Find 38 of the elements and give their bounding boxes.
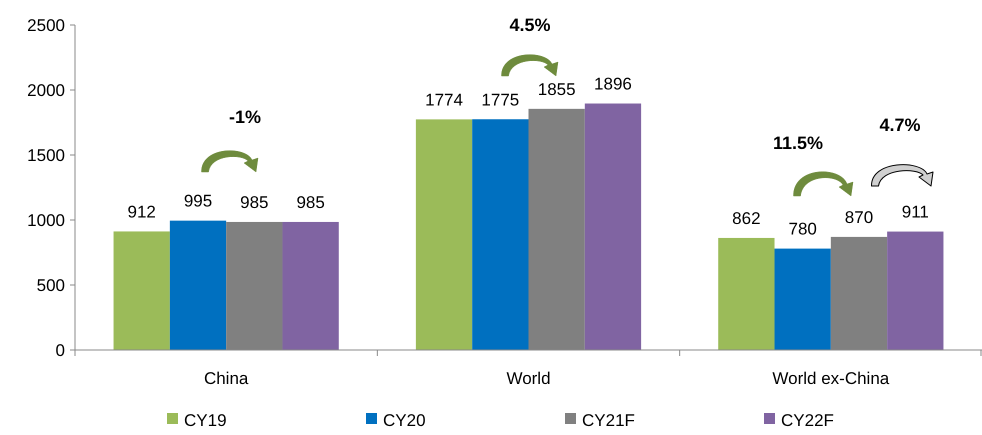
bar <box>170 220 226 350</box>
data-label: 911 <box>902 202 929 222</box>
y-tick-label: 1500 <box>27 146 65 165</box>
bar <box>718 238 775 350</box>
annotation: 4.7% <box>879 115 921 135</box>
y-tick-label: 500 <box>36 276 65 295</box>
x-tick-label: China <box>204 369 249 388</box>
bar <box>472 119 528 350</box>
annotation: -1% <box>228 107 262 127</box>
bar <box>114 231 170 350</box>
annotation: 11.5% <box>772 133 824 153</box>
bar <box>774 248 831 350</box>
x-tick-label: World ex-China <box>772 369 890 388</box>
x-tick-label: World <box>506 369 551 388</box>
data-label: 995 <box>184 192 212 211</box>
y-tick-label: 2000 <box>27 80 65 100</box>
data-label: 780 <box>788 220 817 239</box>
data-label: 862 <box>732 208 761 228</box>
data-label: 985 <box>240 192 269 212</box>
bar <box>416 119 472 350</box>
bar <box>887 232 944 350</box>
legend-label: CY21F <box>582 410 635 430</box>
data-label: 1855 <box>538 80 576 99</box>
y-tick-label: 2500 <box>27 16 65 35</box>
annotation: 4.5% <box>509 15 551 35</box>
data-label: 1774 <box>425 90 463 110</box>
legend-label: CY19 <box>184 410 227 430</box>
y-tick-label: 0 <box>56 340 65 360</box>
data-label: 912 <box>128 202 156 222</box>
data-label: 870 <box>844 208 874 227</box>
bar <box>584 104 642 350</box>
bar <box>282 222 339 350</box>
data-label: 1896 <box>594 74 632 94</box>
y-tick-label: 1000 <box>27 210 65 230</box>
legend-label: CY20 <box>383 410 426 430</box>
legend-label: CY22F <box>781 410 834 430</box>
data-label: 985 <box>296 192 325 212</box>
data-label: 1775 <box>481 90 520 110</box>
